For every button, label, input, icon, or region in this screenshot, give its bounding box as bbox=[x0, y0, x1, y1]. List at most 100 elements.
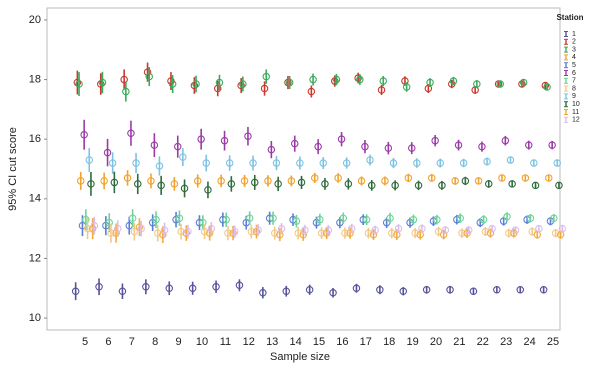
point bbox=[414, 181, 423, 190]
legend-label: 10 bbox=[572, 101, 580, 108]
point bbox=[464, 226, 473, 234]
point bbox=[316, 215, 324, 224]
point bbox=[237, 81, 245, 90]
point bbox=[207, 224, 216, 233]
point bbox=[339, 214, 347, 222]
x-tick-label: 23 bbox=[500, 336, 512, 348]
point bbox=[441, 226, 450, 234]
point bbox=[105, 218, 114, 227]
x-tick-label: 25 bbox=[547, 336, 559, 348]
point bbox=[120, 75, 128, 84]
point bbox=[418, 224, 426, 233]
point bbox=[157, 181, 165, 190]
point bbox=[354, 74, 362, 82]
legend-label: 11 bbox=[572, 109, 579, 116]
point bbox=[152, 215, 160, 224]
point bbox=[229, 229, 237, 237]
y-tick-label: 14 bbox=[29, 193, 41, 205]
point bbox=[301, 226, 309, 234]
point bbox=[516, 285, 524, 294]
legend-label: 5 bbox=[572, 62, 576, 69]
point bbox=[204, 186, 212, 194]
point bbox=[108, 159, 117, 167]
point bbox=[501, 136, 510, 145]
point bbox=[197, 135, 205, 143]
point bbox=[548, 141, 556, 149]
point bbox=[147, 177, 155, 185]
point bbox=[285, 78, 294, 87]
point bbox=[73, 78, 82, 87]
point bbox=[544, 174, 553, 182]
point bbox=[155, 162, 164, 170]
point bbox=[521, 174, 530, 182]
point bbox=[137, 224, 145, 233]
point bbox=[262, 72, 270, 81]
point bbox=[222, 215, 231, 224]
x-tick-label: 13 bbox=[266, 336, 278, 348]
point bbox=[352, 284, 361, 293]
point bbox=[168, 80, 177, 88]
point bbox=[215, 78, 224, 87]
point bbox=[426, 78, 434, 87]
point bbox=[366, 156, 374, 164]
point bbox=[225, 159, 234, 167]
point bbox=[541, 81, 550, 90]
point bbox=[411, 229, 419, 237]
point bbox=[446, 285, 454, 294]
point bbox=[381, 177, 389, 185]
point bbox=[296, 159, 304, 167]
point bbox=[277, 224, 286, 233]
legend-label: 12 bbox=[572, 117, 580, 124]
point bbox=[235, 281, 244, 290]
point bbox=[344, 180, 353, 188]
point bbox=[369, 230, 378, 239]
point bbox=[488, 224, 496, 233]
point bbox=[314, 142, 322, 151]
point bbox=[239, 80, 247, 88]
point bbox=[135, 223, 144, 231]
point bbox=[413, 159, 421, 167]
legend-label: 6 bbox=[572, 70, 576, 77]
point bbox=[361, 142, 369, 151]
point bbox=[461, 177, 470, 185]
point bbox=[97, 80, 105, 88]
point bbox=[449, 77, 458, 85]
legend-title: Station bbox=[556, 13, 583, 22]
point bbox=[506, 156, 515, 164]
x-axis-label: Sample size bbox=[270, 351, 330, 363]
point bbox=[103, 148, 112, 157]
point bbox=[127, 129, 135, 137]
legend-label: 8 bbox=[572, 85, 576, 92]
point bbox=[329, 288, 337, 297]
point bbox=[436, 159, 444, 167]
point bbox=[179, 153, 187, 161]
point bbox=[458, 229, 466, 237]
point bbox=[341, 229, 349, 237]
x-tick-label: 24 bbox=[523, 336, 535, 348]
y-tick-label: 10 bbox=[29, 312, 41, 324]
point bbox=[118, 287, 127, 295]
point bbox=[244, 132, 252, 140]
point bbox=[83, 224, 92, 233]
point bbox=[484, 180, 493, 188]
point bbox=[362, 215, 371, 224]
point bbox=[290, 139, 299, 148]
point bbox=[110, 178, 119, 187]
point bbox=[132, 159, 140, 167]
point bbox=[346, 229, 354, 237]
point bbox=[107, 229, 115, 237]
point bbox=[324, 226, 333, 234]
point bbox=[274, 180, 282, 188]
x-tick-label: 19 bbox=[406, 336, 418, 348]
x-tick-label: 8 bbox=[152, 336, 158, 348]
plot-frame bbox=[46, 7, 561, 331]
point bbox=[220, 136, 229, 145]
point bbox=[192, 80, 200, 88]
x-tick-label: 22 bbox=[477, 336, 489, 348]
point bbox=[454, 141, 463, 149]
point bbox=[212, 283, 220, 291]
x-tick-label: 17 bbox=[360, 336, 372, 348]
point bbox=[165, 284, 174, 293]
point bbox=[459, 159, 468, 167]
point bbox=[143, 68, 152, 76]
